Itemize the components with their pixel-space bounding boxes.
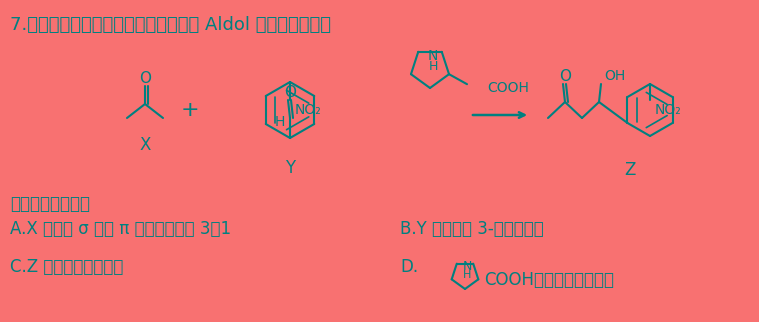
Text: H: H [275, 115, 285, 129]
Text: O: O [139, 71, 151, 86]
Text: +: + [181, 100, 200, 120]
Text: COOH: COOH [487, 81, 529, 95]
Text: A.X 分子中 σ 键和 π 键数目之比为 3：1: A.X 分子中 σ 键和 π 键数目之比为 3：1 [10, 220, 231, 238]
Text: B.Y 的名称为 3-硝基苯甲醛: B.Y 的名称为 3-硝基苯甲醛 [400, 220, 543, 238]
Text: H: H [428, 60, 438, 72]
Text: Z: Z [625, 161, 636, 179]
Text: D.: D. [400, 258, 418, 276]
Text: COOH存在对映异构现象: COOH存在对映异构现象 [484, 271, 614, 289]
Text: OH: OH [604, 69, 625, 83]
Text: 7.首例有机小分子催化剂催化的不对称 Aldol 反应如图所示。: 7.首例有机小分子催化剂催化的不对称 Aldol 反应如图所示。 [10, 16, 331, 34]
Text: Y: Y [285, 159, 295, 177]
Text: N: N [462, 260, 471, 272]
Text: H: H [463, 270, 471, 280]
Text: NO₂: NO₂ [655, 103, 682, 117]
Text: C.Z 不能发生消去反应: C.Z 不能发生消去反应 [10, 258, 124, 276]
Text: NO₂: NO₂ [295, 103, 322, 117]
Text: 下列说法正确的是: 下列说法正确的是 [10, 195, 90, 213]
Text: N: N [428, 49, 438, 63]
Text: O: O [284, 84, 296, 99]
Text: O: O [559, 69, 571, 83]
Text: X: X [140, 136, 151, 154]
